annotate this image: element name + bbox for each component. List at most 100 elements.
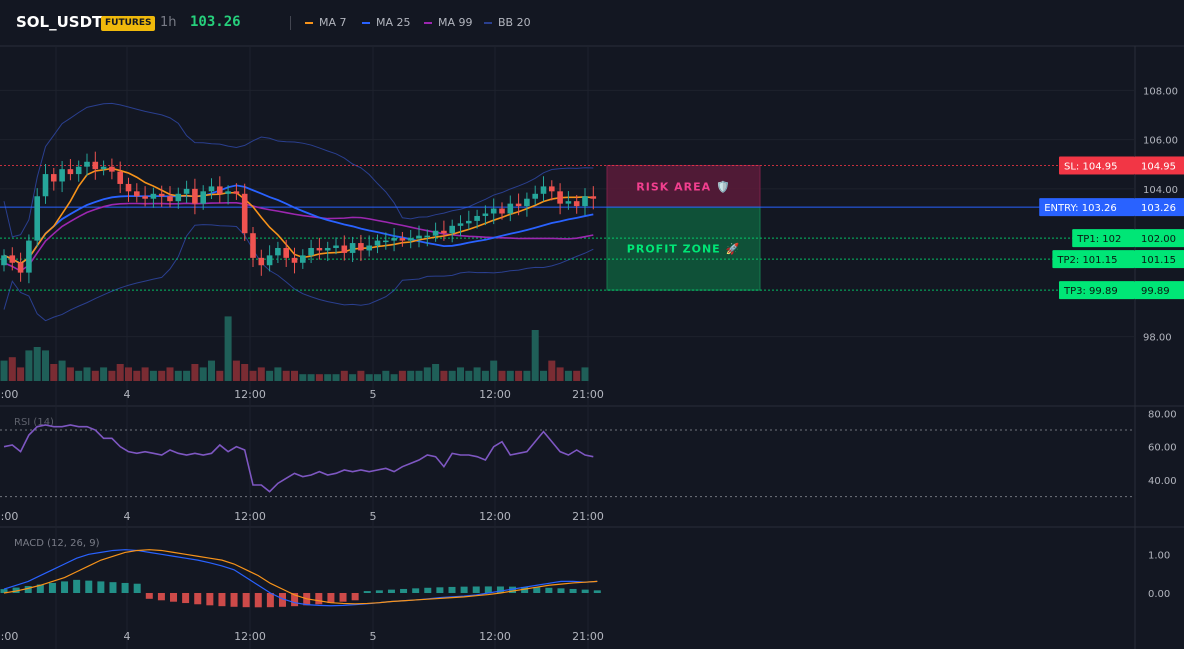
candle-down [217, 186, 223, 194]
candle-up [26, 240, 32, 273]
macd-hist-bar [206, 593, 214, 606]
volume-bar [481, 370, 489, 381]
rsi-pane[interactable]: RSI (14) 80.00 60.00 40.00 [0, 409, 1177, 498]
volume-bar [158, 370, 166, 381]
candle-up [565, 201, 572, 204]
macd-hist-bar [24, 586, 32, 593]
candle-up [150, 193, 157, 199]
candle-down [109, 166, 115, 172]
macd-hist-bar [266, 593, 274, 608]
candle-up [490, 208, 497, 214]
ma99-line [3, 201, 594, 272]
volume-bar [75, 370, 83, 381]
symbol-title[interactable]: SOL_USDT [16, 13, 103, 31]
risk-area-box[interactable] [606, 164, 761, 208]
candle-down [250, 233, 256, 258]
price-tick: 104.00 [1143, 185, 1178, 196]
macd-hist-bar [375, 590, 383, 593]
time-label: 21:00 [572, 510, 604, 523]
entry-price-box [1135, 198, 1184, 217]
ma7-line [3, 167, 594, 265]
time-label: 4 [124, 388, 131, 401]
macd-hist-bar [97, 581, 105, 593]
bb-lower-line [3, 224, 594, 322]
chart-header: SOL_USDT FUTURES 1h 103.26 MA 7 MA 25 MA… [0, 0, 1184, 46]
time-label: 2:00 [0, 630, 18, 643]
timeframe-selector[interactable]: 1h [160, 15, 177, 30]
macd-hist-bar [121, 582, 129, 593]
entry-price-label: 103.26 [1141, 203, 1176, 214]
volume-bar [473, 367, 481, 381]
macd-hist-bar [48, 582, 56, 593]
volume-bar [42, 350, 49, 381]
bb20-swatch-icon [484, 21, 492, 24]
volume-bar [390, 374, 398, 381]
candle-down [549, 186, 555, 192]
volume-bar [548, 360, 556, 381]
macd-hist-bar [0, 589, 8, 593]
volume-bar [224, 316, 232, 381]
legend-bb20[interactable]: BB 20 [484, 16, 531, 29]
moving-averages [3, 167, 594, 272]
volume-bar [307, 374, 315, 381]
volume-bars [0, 316, 589, 381]
legend-ma7[interactable]: MA 7 [305, 16, 347, 29]
macd-hist-bar [242, 593, 250, 608]
profit-zone-box[interactable] [606, 206, 761, 291]
candle-up [349, 243, 356, 253]
candle-down [117, 171, 123, 184]
macd-hist-bar [509, 586, 517, 593]
volume-bar [141, 367, 149, 381]
macd-hist-bar [157, 593, 165, 601]
volume-bar [282, 370, 290, 381]
candle-down [51, 174, 57, 182]
volume-bar [415, 370, 423, 381]
tp-label: TP1: 102 [1076, 234, 1121, 245]
volume-bar [515, 370, 523, 381]
volume-bar [440, 370, 448, 381]
candle-down [9, 255, 16, 263]
volume-bar [100, 367, 108, 381]
tp-price-box [1135, 281, 1184, 300]
candle-down [192, 188, 198, 204]
macd-pane[interactable]: MACD (12, 26, 9) 1.00 0.00 [0, 538, 1171, 608]
legend-ma99[interactable]: MA 99 [424, 16, 473, 29]
last-price: 103.26 [190, 14, 241, 30]
candle-up [100, 166, 107, 170]
volume-bar [299, 374, 307, 381]
time-label: 5 [370, 388, 377, 401]
candle-down [499, 208, 505, 214]
volume-bar [257, 367, 265, 381]
time-axis[interactable]: 2:00 4 12:00 5 12:00 21:00 2:00 4 12:00 5 12:00 21:… [0, 388, 604, 643]
macd-hist-bar [400, 588, 408, 593]
candle-up [175, 193, 182, 202]
volume-bar [423, 367, 431, 381]
price-axis[interactable]: 108.00 106.00 104.00 98.00 104.95 103.26 102.0… [1135, 86, 1184, 344]
volume-bar [564, 370, 572, 381]
volume-bar [133, 370, 141, 381]
time-label: 12:00 [479, 630, 511, 643]
volume-bar [33, 347, 41, 381]
tp-label-box [1072, 229, 1135, 248]
macd-tick: 1.00 [1148, 550, 1170, 561]
volume-bar [540, 370, 547, 381]
macd-hist-bar [12, 587, 20, 593]
candle-up [200, 191, 206, 204]
macd-hist-bar [339, 593, 347, 602]
candle-up [407, 238, 414, 241]
ma99-swatch-icon [424, 21, 432, 24]
volume-bar [315, 374, 323, 381]
time-label: 2:00 [0, 388, 18, 401]
candle-up [582, 196, 588, 207]
macd-hist-bar [254, 593, 262, 608]
macd-hist-bar [387, 589, 395, 593]
bollinger-bands [3, 102, 594, 322]
volume-bar [216, 370, 224, 381]
legend-ma25[interactable]: MA 25 [362, 16, 411, 29]
volume-bar [191, 364, 199, 381]
grid-lines [0, 46, 1135, 649]
candle-up [432, 230, 439, 236]
rsi-title: RSI (14) [14, 417, 54, 428]
candle-up [308, 247, 314, 256]
